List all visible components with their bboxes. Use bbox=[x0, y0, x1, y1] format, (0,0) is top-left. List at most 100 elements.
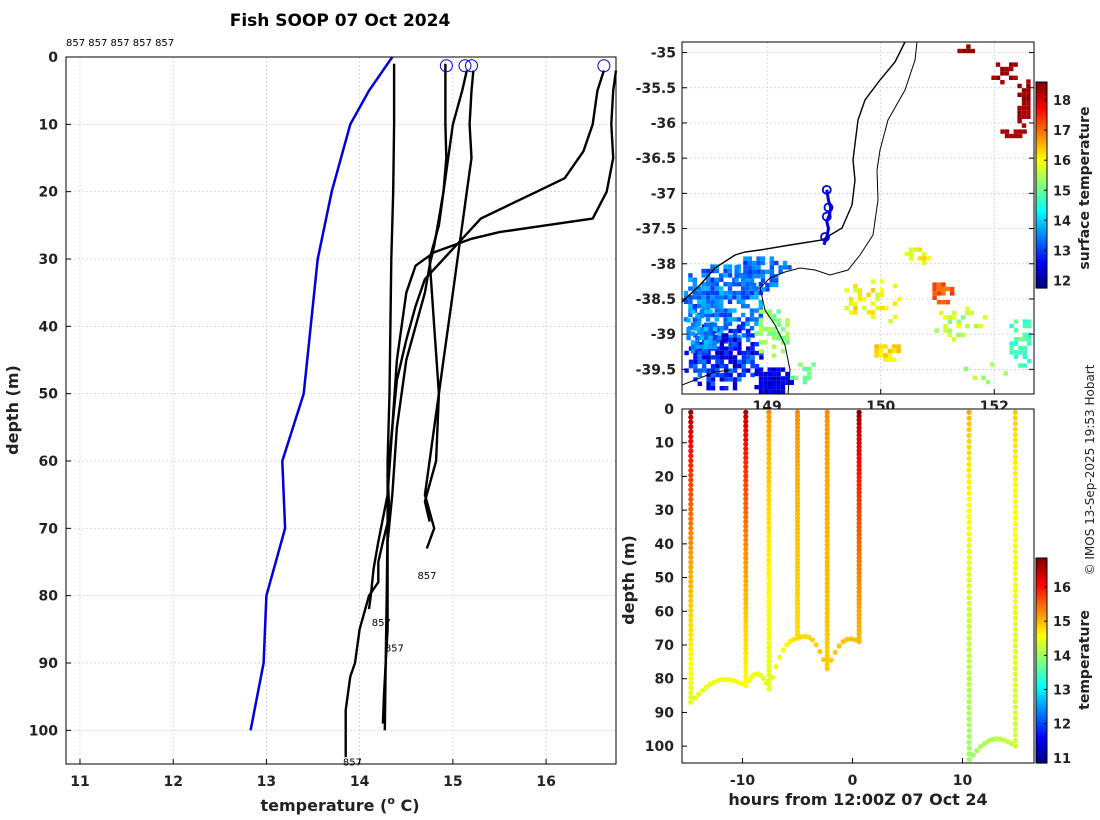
sst-pixel bbox=[695, 344, 700, 349]
sst-pixel bbox=[1009, 350, 1014, 355]
cast-point bbox=[856, 493, 862, 499]
sst-pixel bbox=[780, 376, 786, 381]
cast-point bbox=[794, 428, 801, 434]
sst-pixel bbox=[684, 368, 689, 373]
y-tick-label: 30 bbox=[39, 252, 59, 268]
sst-pixel bbox=[752, 287, 757, 292]
cast-point bbox=[1012, 487, 1018, 493]
sst-pixel bbox=[875, 292, 880, 297]
cast-point bbox=[1012, 415, 1018, 421]
sst-pixel bbox=[750, 342, 755, 347]
sst-pixel bbox=[756, 256, 761, 261]
sst-pixel bbox=[883, 353, 888, 358]
sst-colorbar-swatch bbox=[1036, 82, 1047, 87]
sst-pixel bbox=[870, 288, 876, 293]
cast-point bbox=[824, 661, 830, 667]
sst-pixel bbox=[724, 324, 729, 329]
sst-pixel bbox=[887, 348, 892, 354]
cast-point bbox=[824, 456, 830, 462]
sst-pixel bbox=[710, 264, 715, 269]
cast-point bbox=[794, 586, 801, 592]
cast-point bbox=[1012, 504, 1018, 510]
sst-pixel bbox=[926, 256, 931, 261]
cast-point bbox=[688, 690, 694, 696]
sst-pixel bbox=[704, 344, 709, 349]
cast-point bbox=[966, 444, 972, 450]
cast-point bbox=[766, 598, 772, 604]
sst-pixel bbox=[776, 331, 781, 336]
sst-pixel bbox=[763, 376, 768, 381]
sst-pixel bbox=[1017, 83, 1022, 89]
ship-track bbox=[820, 184, 834, 246]
cast-point bbox=[1012, 571, 1018, 577]
transit-point bbox=[739, 681, 745, 687]
cast-point bbox=[688, 520, 694, 527]
cast-point bbox=[824, 512, 830, 518]
cast-point bbox=[1012, 649, 1018, 655]
cast-point bbox=[966, 710, 972, 716]
cast-point bbox=[856, 482, 862, 488]
cast-2 bbox=[766, 409, 797, 692]
cast-point bbox=[966, 560, 972, 566]
cast-point bbox=[966, 600, 972, 607]
cast-point bbox=[966, 664, 972, 670]
cast-point bbox=[743, 591, 749, 598]
cast-point bbox=[1012, 615, 1018, 621]
sst-pixel bbox=[848, 310, 854, 315]
sst-colorbar-swatch bbox=[1036, 239, 1047, 244]
temp-colorbar-swatch bbox=[1036, 715, 1047, 720]
sst-pixel bbox=[844, 305, 849, 311]
cast-point bbox=[688, 530, 694, 536]
cast-point bbox=[794, 594, 801, 600]
transit-point bbox=[696, 691, 702, 697]
temp-colorbar-swatch bbox=[1036, 564, 1047, 569]
cast-point bbox=[743, 582, 749, 588]
sst-pixel bbox=[732, 368, 738, 373]
sst-pixel bbox=[875, 297, 880, 302]
sst-pixel bbox=[723, 295, 728, 300]
sst-pixel bbox=[708, 309, 713, 314]
sst-pixel bbox=[787, 265, 792, 270]
cast-point bbox=[856, 562, 862, 568]
cast-point bbox=[856, 589, 862, 595]
cast-point bbox=[1012, 532, 1018, 538]
sst-pixel bbox=[693, 368, 698, 373]
cast-point bbox=[794, 590, 801, 596]
sst-pixel bbox=[719, 277, 724, 282]
cast-point bbox=[856, 421, 862, 427]
sst-pixel bbox=[963, 366, 969, 372]
sst-pixel bbox=[708, 344, 713, 349]
sst-pixel bbox=[848, 297, 854, 302]
sst-pixel bbox=[754, 290, 759, 296]
profile-end-label: 857 bbox=[343, 757, 362, 768]
sst-pixel bbox=[683, 299, 689, 304]
cast-point bbox=[794, 439, 801, 446]
cast-point bbox=[743, 651, 749, 657]
cast-point bbox=[856, 600, 862, 607]
sst-pixel bbox=[756, 265, 761, 270]
profile-ticks: 11 12 13 14 15 16 0 10 20 30 40 50 60 70 80 90 100 bbox=[29, 50, 556, 790]
cast-point bbox=[856, 512, 862, 519]
transit-point bbox=[809, 637, 816, 643]
cast-point bbox=[794, 409, 801, 415]
transit-point bbox=[993, 736, 999, 742]
sst-pixel bbox=[708, 340, 713, 345]
sst-pixel bbox=[710, 286, 715, 291]
coastline bbox=[681, 41, 918, 395]
sst-pixel bbox=[932, 282, 937, 287]
sst-pixel bbox=[704, 349, 709, 354]
sst-pixel bbox=[724, 337, 729, 342]
cast-point bbox=[1012, 743, 1018, 749]
sst-pixel bbox=[947, 315, 952, 320]
sst-pixel bbox=[776, 385, 781, 390]
sst-pixel bbox=[754, 317, 759, 322]
cast-point bbox=[966, 699, 972, 705]
sst-colorbar-swatch bbox=[1036, 99, 1047, 104]
sst-pixel bbox=[688, 304, 693, 309]
cast-0 bbox=[688, 409, 745, 705]
sst-pixel bbox=[732, 333, 738, 338]
sst-colorbar-swatch bbox=[1036, 136, 1047, 141]
sst-pixel bbox=[758, 304, 763, 309]
cast-point bbox=[688, 646, 694, 652]
sst-colorbar-tick-label: 13 bbox=[1053, 244, 1071, 259]
